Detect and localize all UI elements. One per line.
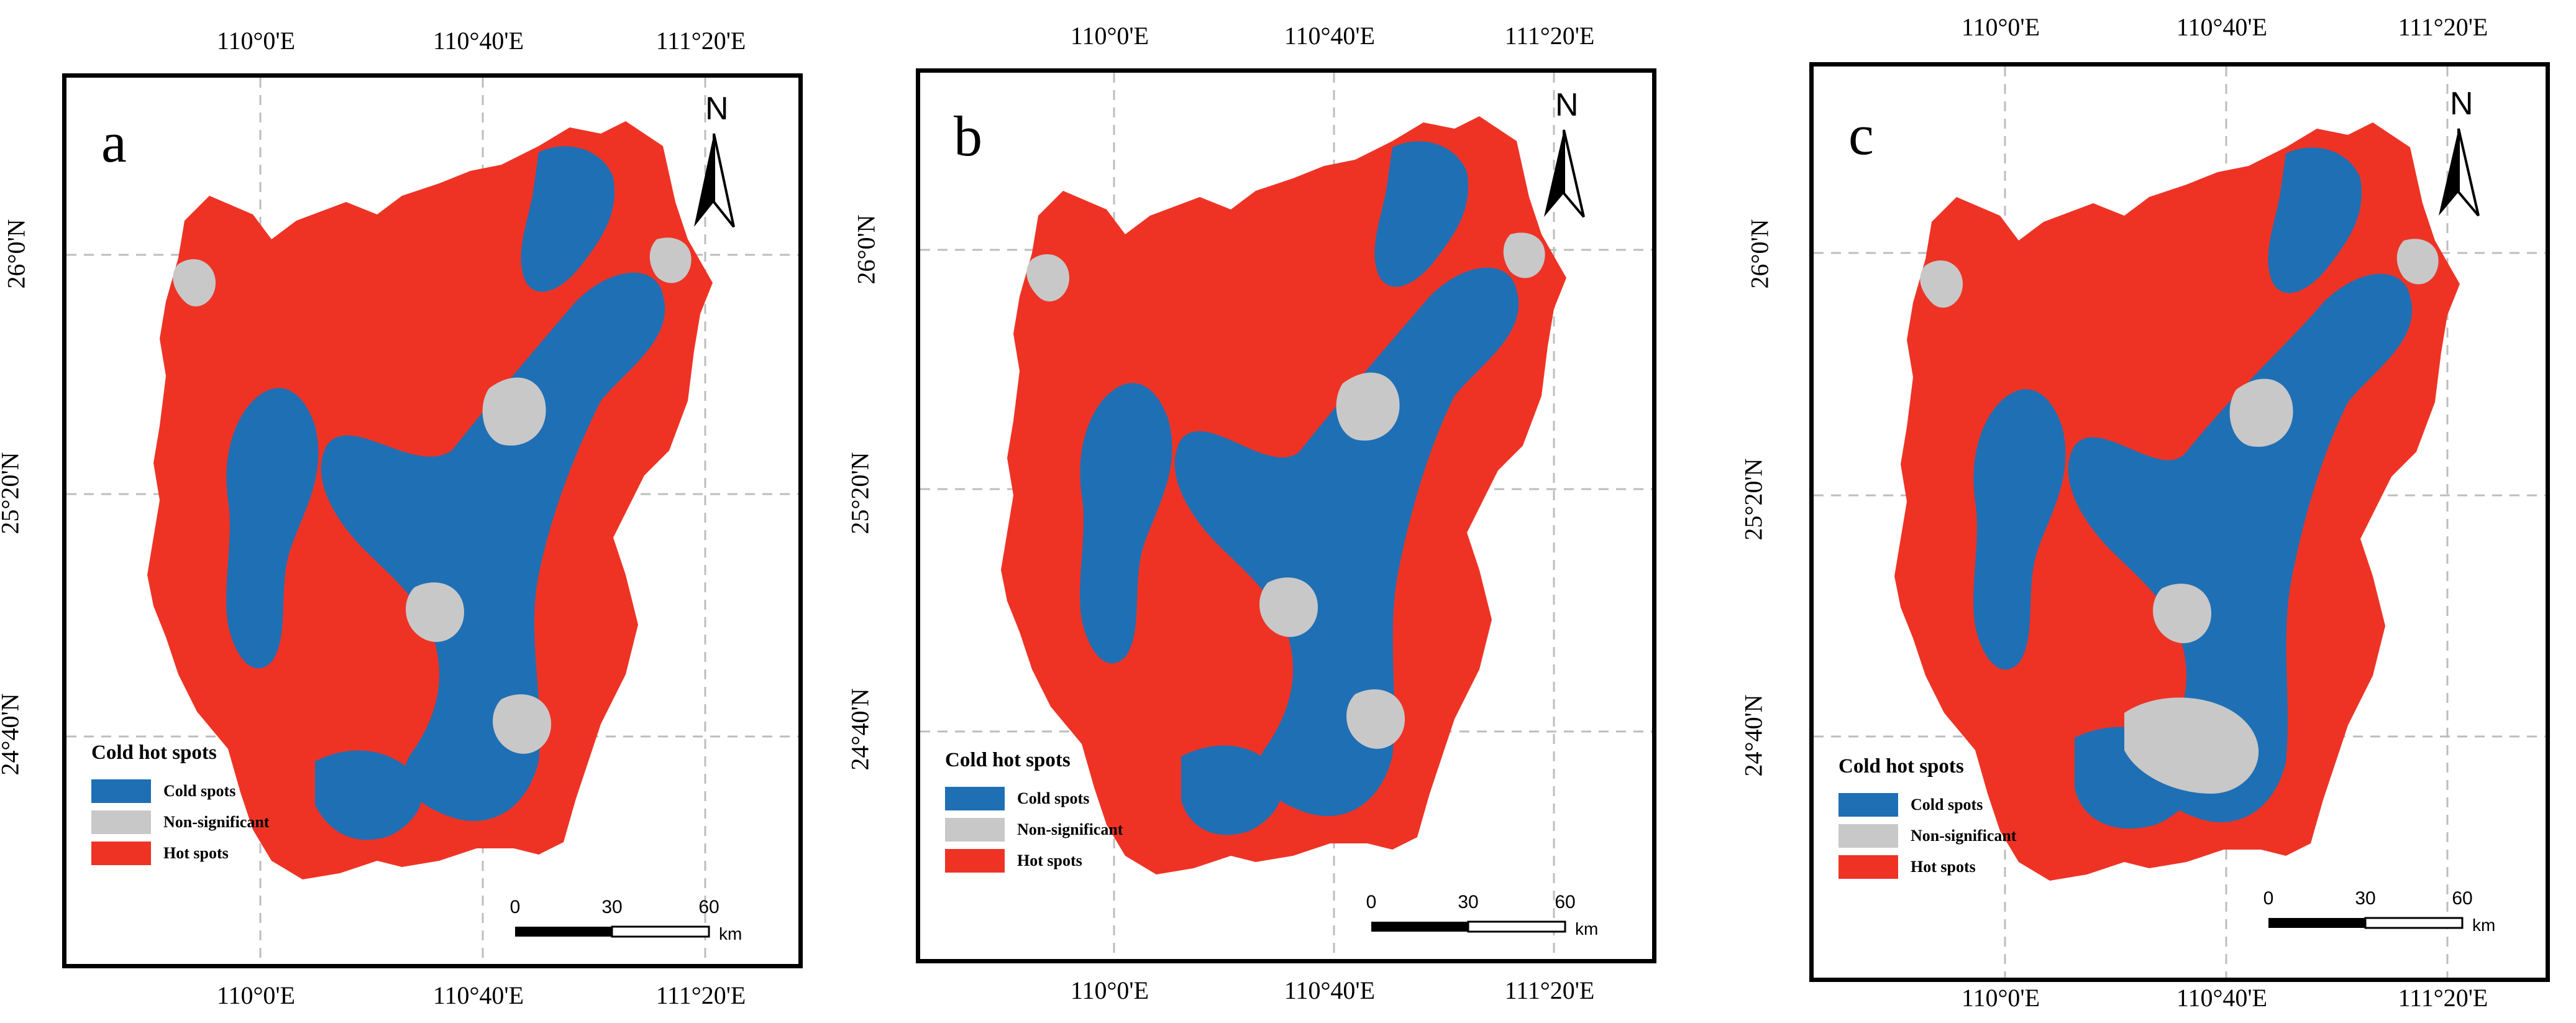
legend-title: Cold hot spots	[945, 749, 1071, 771]
legend-swatch-hot	[1838, 855, 1898, 879]
legend-label-hot: Hot spots	[163, 844, 229, 862]
scale-tick-0-b: 0	[1366, 892, 1377, 912]
scale-unit-b: km	[1575, 919, 1599, 938]
lon-label-bottom-1: 110°0'E	[1070, 976, 1149, 1004]
legend-label-cold: Cold spots	[1017, 789, 1090, 807]
legend-swatch-nonsig	[1838, 824, 1898, 848]
legend-item-cold: Cold spots	[945, 783, 1123, 814]
north-letter-b: N	[1555, 87, 1579, 123]
scale-tick-0-c: 0	[2263, 888, 2274, 909]
legend-item-nonsig: Non-significant	[1838, 820, 2016, 851]
scalebar-a	[515, 925, 710, 938]
lon-label-bottom-3: 111°20'E	[2398, 984, 2488, 1012]
north-letter-a: N	[705, 91, 729, 127]
legend-item-hot: Hot spots	[91, 838, 269, 869]
legend-item-nonsig: Non-significant	[91, 807, 269, 838]
legend-item-nonsig: Non-significant	[945, 814, 1123, 845]
legend-item-cold: Cold spots	[91, 776, 269, 807]
lat-label-left-2: 25°20'N	[846, 452, 874, 534]
map-canvas-c	[1814, 67, 2546, 978]
lat-label-left-3: 24°40'N	[846, 688, 874, 771]
lon-label-bottom-2: 110°40'E	[2176, 984, 2268, 1012]
lon-label-top-1: 110°0'E	[216, 27, 296, 55]
region-map-b	[1001, 116, 1566, 874]
lat-label-left-3: 24°40'N	[1739, 694, 1768, 777]
scale-tick-30-b: 30	[1458, 892, 1479, 912]
scale-unit-a: km	[719, 924, 742, 943]
legend-swatch-hot	[91, 842, 151, 865]
scale-unit-c: km	[2472, 915, 2496, 935]
legend-swatch-cold	[1838, 793, 1898, 817]
legend-label-nonsig: Non-significant	[1911, 827, 2017, 845]
lon-label-bottom-3: 111°20'E	[655, 981, 746, 1009]
legend-label-nonsig: Non-significant	[1017, 820, 1123, 838]
lat-label-left-2: 25°20'N	[1739, 458, 1768, 541]
map-frame-a: a N Cold hot spots Cold spots Non-signif…	[62, 73, 803, 968]
legend-label-hot: Hot spots	[1017, 851, 1082, 869]
lon-label-top-3: 111°20'E	[2398, 13, 2488, 41]
scale-tick-0-a: 0	[509, 897, 521, 917]
scale-tick-60-a: 60	[698, 897, 719, 917]
lon-label-top-1: 110°0'E	[1961, 13, 2040, 41]
region-map-c	[1894, 122, 2460, 881]
scale-tick-30-a: 30	[601, 897, 623, 917]
map-frame-b: b N Cold hot spots Cold spots Non-signif…	[916, 68, 1656, 963]
panel-letter-b: b	[954, 104, 982, 168]
lon-label-top-2: 110°40'E	[432, 27, 524, 55]
legend-label-cold: Cold spots	[163, 782, 236, 800]
scalebar-c	[2268, 917, 2464, 929]
legend-label-hot: Hot spots	[1911, 858, 1976, 876]
legend-title: Cold hot spots	[1838, 755, 1964, 778]
north-letter-c: N	[2450, 86, 2473, 122]
lon-label-bottom-2: 110°40'E	[432, 981, 524, 1009]
north-arrow-icon	[2439, 128, 2480, 217]
panel-letter-c: c	[1848, 103, 1874, 167]
legend-label-cold: Cold spots	[1911, 796, 1983, 814]
legend-swatch-cold	[945, 787, 1005, 810]
scale-tick-30-c: 30	[2355, 888, 2376, 909]
lon-label-bottom-3: 111°20'E	[1504, 976, 1595, 1004]
lon-label-bottom-1: 110°0'E	[1961, 984, 2040, 1012]
legend-swatch-nonsig	[91, 810, 151, 834]
lat-label-left-2: 25°20'N	[0, 452, 24, 534]
map-canvas-a	[66, 78, 798, 964]
legend-item-cold: Cold spots	[1838, 789, 2016, 820]
legend-c: Cold hot spots Cold spots Non-significan…	[1838, 755, 2016, 883]
legend-swatch-nonsig	[945, 818, 1005, 842]
north-arrow-icon	[694, 133, 735, 228]
lat-label-left-1: 26°0'N	[2, 219, 30, 289]
legend-title: Cold hot spots	[91, 741, 217, 764]
scale-tick-60-c: 60	[2452, 888, 2473, 909]
lon-label-top-3: 111°20'E	[655, 27, 746, 55]
lon-label-top-2: 110°40'E	[2176, 13, 2268, 41]
legend-label-nonsig: Non-significant	[163, 813, 270, 831]
legend-b: Cold hot spots Cold spots Non-significan…	[945, 749, 1123, 876]
lat-label-left-1: 26°0'N	[1745, 219, 1774, 289]
lon-label-top-3: 111°20'E	[1504, 22, 1595, 50]
lon-label-top-2: 110°40'E	[1284, 22, 1376, 50]
scale-tick-60-b: 60	[1555, 892, 1576, 912]
map-frame-c: c N Cold hot spots Cold spots Non-signif…	[1809, 62, 2550, 982]
legend-a: Cold hot spots Cold spots Non-significan…	[91, 741, 269, 869]
scalebar-b	[1371, 920, 1566, 933]
legend-item-hot: Hot spots	[945, 845, 1123, 876]
panel-letter-a: a	[101, 111, 127, 174]
legend-swatch-hot	[945, 849, 1005, 873]
north-arrow-icon	[1544, 129, 1585, 218]
lat-label-left-3: 24°40'N	[0, 693, 24, 776]
lon-label-top-1: 110°0'E	[1070, 22, 1149, 50]
lon-label-bottom-1: 110°0'E	[216, 981, 296, 1009]
legend-swatch-cold	[91, 779, 151, 803]
legend-item-hot: Hot spots	[1838, 851, 2016, 883]
lat-label-left-1: 26°0'N	[852, 214, 880, 285]
lon-label-bottom-2: 110°40'E	[1284, 976, 1376, 1004]
region-map-a	[147, 121, 713, 879]
map-canvas-b	[920, 73, 1652, 959]
